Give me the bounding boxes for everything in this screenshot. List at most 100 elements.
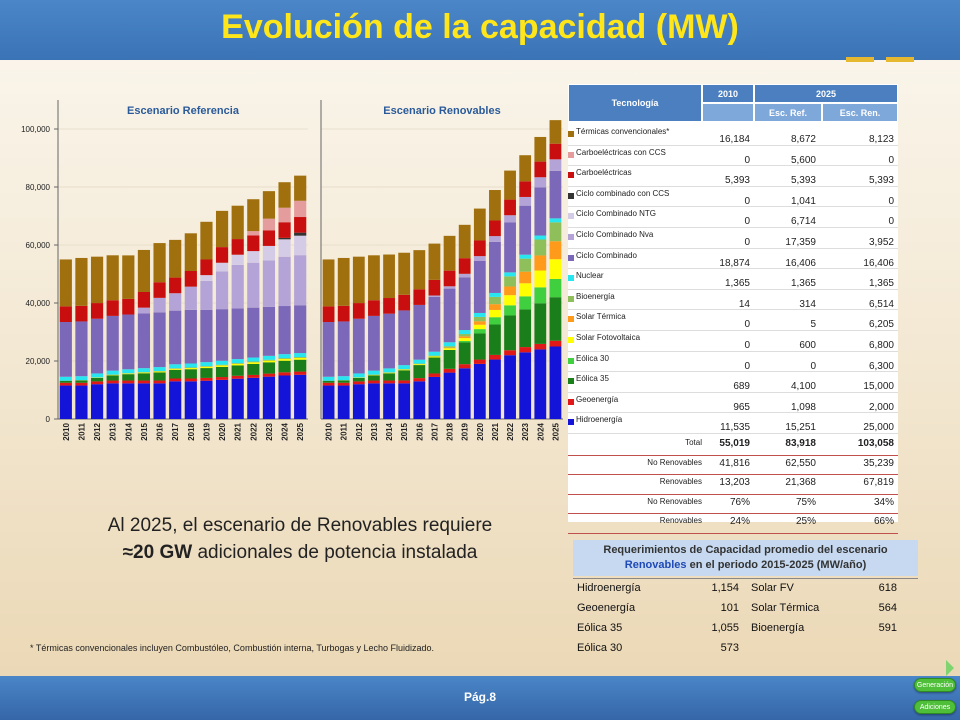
table-cell-ref: 600 xyxy=(799,340,816,351)
bar-segment xyxy=(352,384,365,419)
x-tick-label: 2022 xyxy=(506,422,515,440)
row-divider xyxy=(568,288,898,290)
table-row-label: Ciclo Combinado NTG xyxy=(576,209,657,219)
message-line1: Al 2025, el escenario de Renovables requ… xyxy=(107,515,493,536)
table-cell-2010: 0 xyxy=(744,340,750,351)
bar-segment xyxy=(428,355,441,357)
table-row-label: Ciclo combinado con CCS xyxy=(576,188,670,198)
x-tick-label: 2011 xyxy=(340,422,349,440)
legend-swatch xyxy=(568,192,574,199)
bar-segment xyxy=(473,256,486,261)
row-divider xyxy=(568,330,898,331)
bar-segment xyxy=(428,295,441,297)
legend-swatch xyxy=(568,419,574,426)
x-tick-label: 2021 xyxy=(234,422,243,440)
bar-segment xyxy=(504,355,516,419)
bar-segment xyxy=(458,338,471,341)
x-tick-label: 2024 xyxy=(281,422,290,440)
key-message: Al 2025, el escenario de Renovables requ… xyxy=(30,512,570,566)
bar-segment xyxy=(443,349,456,369)
bar-segment xyxy=(519,258,532,272)
bar-segment xyxy=(294,371,307,375)
bar-segment xyxy=(519,205,532,255)
bar-segment xyxy=(504,315,516,351)
total-cell-2010: 13,203 xyxy=(719,477,750,488)
total-cell-ref: 25% xyxy=(795,516,816,527)
nav-button-generacion[interactable]: Generación xyxy=(914,678,956,692)
bar-segment xyxy=(519,309,532,348)
legend-swatch xyxy=(568,131,574,137)
bar-segment xyxy=(153,297,166,313)
x-tick-label: 2020 xyxy=(476,422,485,440)
bar-segment xyxy=(549,143,562,160)
table-cell-ren: 8,123 xyxy=(868,134,894,145)
table-cell-2010: 0 xyxy=(744,216,750,228)
bar-segment xyxy=(278,359,291,361)
bar-segment xyxy=(294,359,307,372)
bar-segment xyxy=(534,349,547,419)
bar-segment xyxy=(215,379,229,419)
title-bar xyxy=(0,0,960,60)
total-cell-2010: 55,019 xyxy=(719,438,750,449)
bar-segment xyxy=(294,235,307,256)
req-tech-value: 618 xyxy=(878,582,897,594)
x-tick-label: 2013 xyxy=(109,422,118,440)
table-header-tech: Tecnología xyxy=(568,84,702,122)
bar-segment xyxy=(137,373,151,381)
bar-segment xyxy=(122,369,135,374)
bar-segment xyxy=(278,375,291,419)
bar-segment xyxy=(489,236,501,242)
bar-segment xyxy=(489,359,501,419)
bar-segment xyxy=(519,296,532,310)
bar-segment xyxy=(473,329,486,334)
bar-segment xyxy=(489,304,501,310)
table-cell-2010: 16,184 xyxy=(719,134,750,145)
bar-segment xyxy=(262,362,276,374)
legend-swatch xyxy=(568,316,574,323)
bar-segment xyxy=(75,257,88,306)
bar-segment xyxy=(504,170,516,200)
legend-swatch xyxy=(568,151,574,158)
bar-segment xyxy=(278,237,291,240)
bar-segment xyxy=(153,383,166,419)
x-tick-label: 2011 xyxy=(77,422,86,440)
bar-segment xyxy=(458,224,471,259)
nav-button-adiciones[interactable]: Adiciones xyxy=(914,700,956,714)
bar-segment xyxy=(184,368,197,370)
table-cell-ref: 0 xyxy=(810,360,816,372)
bar-segment xyxy=(519,196,532,206)
bar-segment xyxy=(473,321,486,325)
bar-segment xyxy=(398,365,411,370)
row-divider xyxy=(568,433,898,434)
bar-segment xyxy=(519,283,532,297)
bar-segment xyxy=(200,280,213,310)
bar-segment xyxy=(428,356,441,358)
requirements-title-rest: en el periodo 2015-2025 (MW/año) xyxy=(686,559,867,571)
bar-segment xyxy=(413,363,426,365)
bar-segment xyxy=(90,373,104,378)
bar-segment xyxy=(200,259,213,276)
bar-segment xyxy=(75,382,88,386)
bar-segment xyxy=(247,374,260,378)
req-tech-value: 591 xyxy=(878,622,897,634)
bar-segment xyxy=(458,340,471,343)
table-row-label: Solar Fotovoltaica xyxy=(576,333,641,342)
x-tick-label: 2018 xyxy=(187,422,196,440)
bar-segment xyxy=(294,200,307,218)
total-cell-ref: 62,550 xyxy=(785,457,816,469)
legend-swatch xyxy=(568,254,574,261)
bar-segment xyxy=(231,378,244,419)
row-divider xyxy=(568,227,898,228)
table-cell-ren: 1,365 xyxy=(868,278,894,290)
bar-segment xyxy=(153,367,166,372)
bar-segment xyxy=(59,376,72,381)
bar-segment xyxy=(90,384,104,419)
x-tick-label: 2016 xyxy=(156,422,165,440)
bar-segment xyxy=(352,377,365,382)
table-cell-2010: 5,393 xyxy=(724,175,750,187)
bar-segment xyxy=(473,312,486,317)
bar-segment xyxy=(294,217,307,233)
bar-segment xyxy=(398,369,411,371)
bar-segment xyxy=(184,363,197,368)
table-cell-2010: 0 xyxy=(744,360,750,372)
